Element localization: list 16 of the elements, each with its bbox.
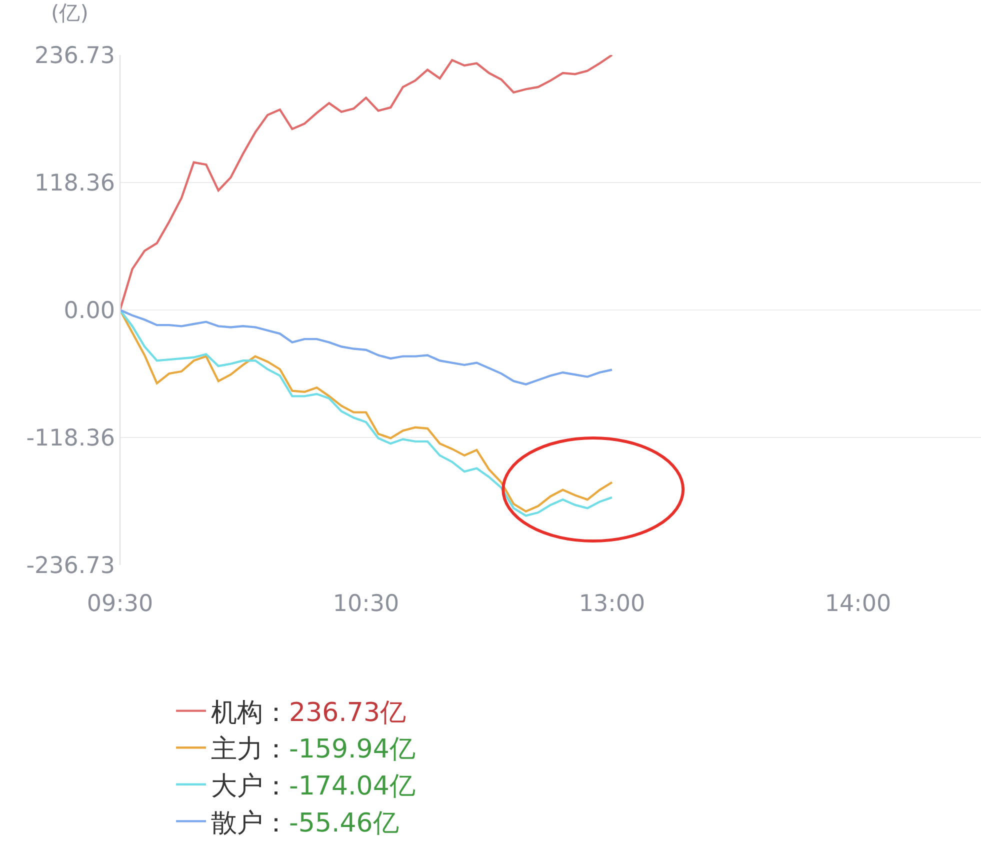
y-tick-label: 118.36: [34, 170, 115, 197]
text: 236.73亿: [289, 698, 406, 728]
line-series: [120, 308, 614, 386]
text: -159.94亿: [289, 734, 416, 765]
x-tick-label: 10:30: [332, 591, 400, 617]
text: -174.04亿: [289, 772, 416, 802]
x-tick-label: 13:00: [578, 591, 646, 617]
x-tick-label: 09:30: [86, 591, 154, 617]
y-tick-label: -118.36: [26, 426, 115, 452]
y-tick-label: 0.00: [64, 298, 115, 324]
text: -55.46亿: [289, 808, 399, 838]
line-series: [120, 55, 614, 312]
y-tick-label: 236.73: [34, 43, 115, 70]
x-tick-label: 14:00: [824, 591, 892, 617]
y-axis-title: (亿): [51, 1, 88, 25]
y-tick-label: -236.73: [26, 553, 115, 580]
